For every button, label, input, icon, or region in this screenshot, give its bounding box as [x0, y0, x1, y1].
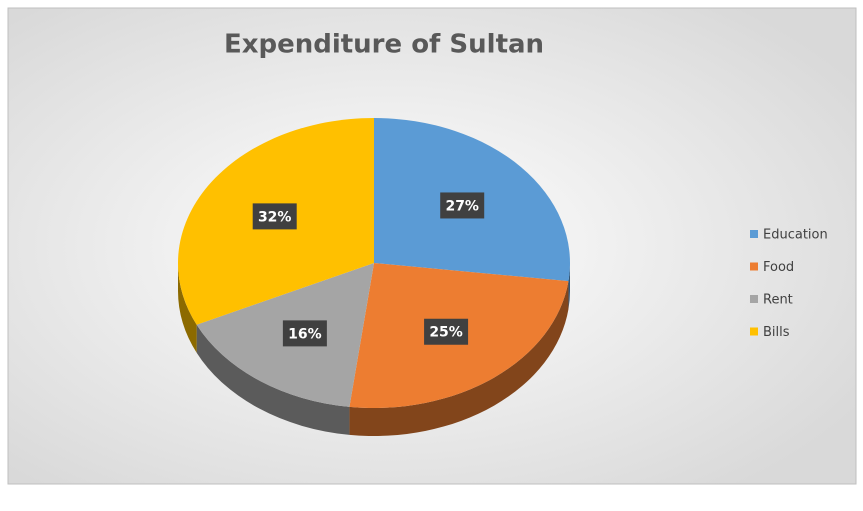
legend-swatch — [750, 230, 758, 238]
legend-swatch — [750, 327, 758, 336]
data-label: 27% — [445, 198, 479, 214]
slice-side — [568, 263, 570, 310]
legend-label: Education — [763, 228, 828, 243]
chart-title: Expenditure of Sultan — [224, 30, 544, 60]
legend-label: Bills — [763, 325, 790, 340]
slice-side — [178, 263, 197, 353]
data-label-box — [424, 318, 469, 345]
data-label-box — [282, 320, 327, 347]
legend-label: Rent — [763, 293, 793, 308]
slice-side — [349, 281, 569, 436]
legend-swatch — [750, 262, 758, 271]
slice-side — [196, 324, 350, 435]
legend-label: Food — [763, 260, 794, 275]
data-label: 25% — [429, 325, 463, 341]
legend-swatch — [750, 295, 758, 303]
data-label-box — [440, 192, 485, 219]
data-label-box — [252, 203, 297, 230]
data-label: 32% — [258, 209, 292, 225]
data-label: 16% — [288, 326, 322, 342]
